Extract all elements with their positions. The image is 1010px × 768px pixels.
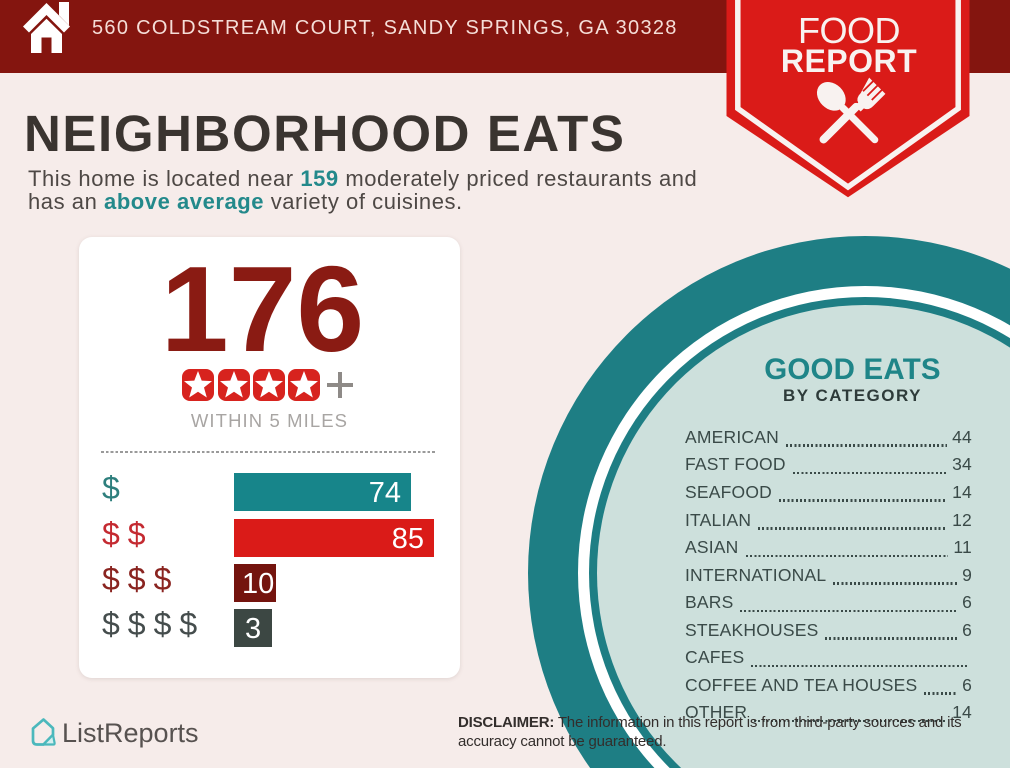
svg-text:REPORT: REPORT	[781, 43, 917, 79]
svg-text:FOOD: FOOD	[798, 10, 900, 51]
